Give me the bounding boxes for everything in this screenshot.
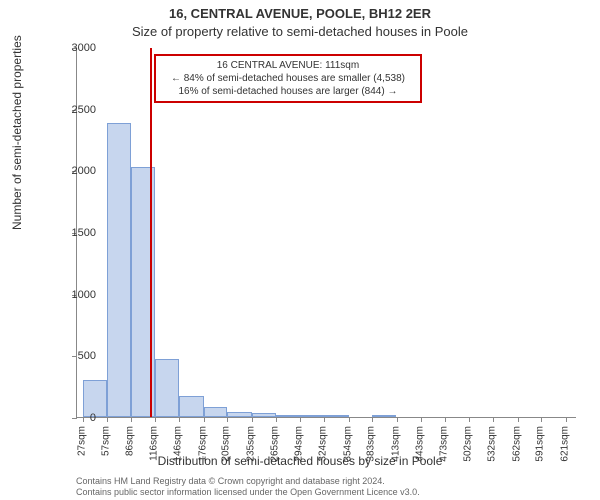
x-tick-label: 294sqm bbox=[293, 426, 304, 462]
x-tick-label: 502sqm bbox=[462, 426, 473, 462]
x-tick-label: 205sqm bbox=[221, 426, 232, 462]
y-tick-label: 2500 bbox=[56, 104, 96, 116]
annotation-line-2: ← 84% of semi-detached houses are smalle… bbox=[171, 73, 405, 84]
x-tick-mark bbox=[566, 417, 567, 422]
footer-line-2: Contains public sector information licen… bbox=[76, 487, 420, 497]
histogram-bar bbox=[155, 359, 179, 417]
y-tick-label: 2000 bbox=[56, 165, 96, 177]
x-tick-label: 324sqm bbox=[318, 426, 329, 462]
x-tick-mark bbox=[493, 417, 494, 422]
x-tick-mark bbox=[107, 417, 108, 422]
y-tick-label: 0 bbox=[56, 412, 96, 424]
histogram-bar bbox=[324, 415, 348, 417]
x-tick-label: 235sqm bbox=[245, 426, 256, 462]
y-axis-label: Number of semi-detached properties bbox=[10, 35, 24, 230]
x-tick-mark bbox=[179, 417, 180, 422]
plot-area bbox=[76, 48, 576, 418]
annotation-line-3: 16% of semi-detached houses are larger (… bbox=[178, 86, 397, 97]
x-tick-mark bbox=[155, 417, 156, 422]
histogram-bar bbox=[276, 415, 300, 417]
annotation-line-1: 16 CENTRAL AVENUE: 111sqm bbox=[217, 60, 359, 71]
x-tick-label: 443sqm bbox=[414, 426, 425, 462]
y-tick-label: 1000 bbox=[56, 289, 96, 301]
x-tick-label: 621sqm bbox=[559, 426, 570, 462]
x-tick-label: 413sqm bbox=[390, 426, 401, 462]
chart-footer: Contains HM Land Registry data © Crown c… bbox=[76, 476, 420, 499]
x-tick-mark bbox=[349, 417, 350, 422]
chart-title-address: 16, CENTRAL AVENUE, POOLE, BH12 2ER bbox=[0, 6, 600, 21]
x-tick-mark bbox=[445, 417, 446, 422]
x-tick-mark bbox=[300, 417, 301, 422]
y-tick-label: 3000 bbox=[56, 42, 96, 54]
histogram-bar bbox=[227, 412, 251, 417]
x-tick-mark bbox=[397, 417, 398, 422]
x-tick-label: 591sqm bbox=[535, 426, 546, 462]
histogram-bar bbox=[252, 413, 276, 417]
chart-subtitle: Size of property relative to semi-detach… bbox=[0, 24, 600, 39]
x-tick-mark bbox=[131, 417, 132, 422]
x-tick-label: 27sqm bbox=[76, 426, 87, 456]
annotation-box: 16 CENTRAL AVENUE: 111sqm ← 84% of semi-d… bbox=[154, 54, 422, 103]
x-tick-mark bbox=[227, 417, 228, 422]
y-tick-label: 1500 bbox=[56, 227, 96, 239]
x-tick-mark bbox=[469, 417, 470, 422]
x-tick-label: 473sqm bbox=[439, 426, 450, 462]
x-tick-mark bbox=[276, 417, 277, 422]
histogram-bar bbox=[300, 415, 324, 417]
x-tick-label: 562sqm bbox=[511, 426, 522, 462]
property-marker-line bbox=[150, 48, 152, 417]
x-tick-label: 86sqm bbox=[124, 426, 135, 456]
histogram-bar bbox=[107, 123, 131, 417]
histogram-bar bbox=[204, 407, 228, 417]
x-tick-mark bbox=[252, 417, 253, 422]
x-tick-label: 116sqm bbox=[149, 426, 160, 461]
x-tick-label: 354sqm bbox=[342, 426, 353, 462]
histogram-bar bbox=[179, 396, 203, 417]
footer-line-1: Contains HM Land Registry data © Crown c… bbox=[76, 476, 385, 486]
x-tick-label: 57sqm bbox=[101, 426, 112, 456]
histogram-bar bbox=[372, 415, 396, 417]
x-tick-mark bbox=[324, 417, 325, 422]
y-tick-label: 500 bbox=[56, 350, 96, 362]
x-tick-mark bbox=[518, 417, 519, 422]
x-tick-mark bbox=[204, 417, 205, 422]
x-tick-label: 176sqm bbox=[197, 426, 208, 462]
x-tick-label: 265sqm bbox=[270, 426, 281, 462]
x-tick-label: 383sqm bbox=[366, 426, 377, 462]
x-tick-mark bbox=[541, 417, 542, 422]
x-tick-label: 532sqm bbox=[487, 426, 498, 462]
x-tick-mark bbox=[372, 417, 373, 422]
x-tick-label: 146sqm bbox=[173, 426, 184, 462]
x-tick-mark bbox=[421, 417, 422, 422]
